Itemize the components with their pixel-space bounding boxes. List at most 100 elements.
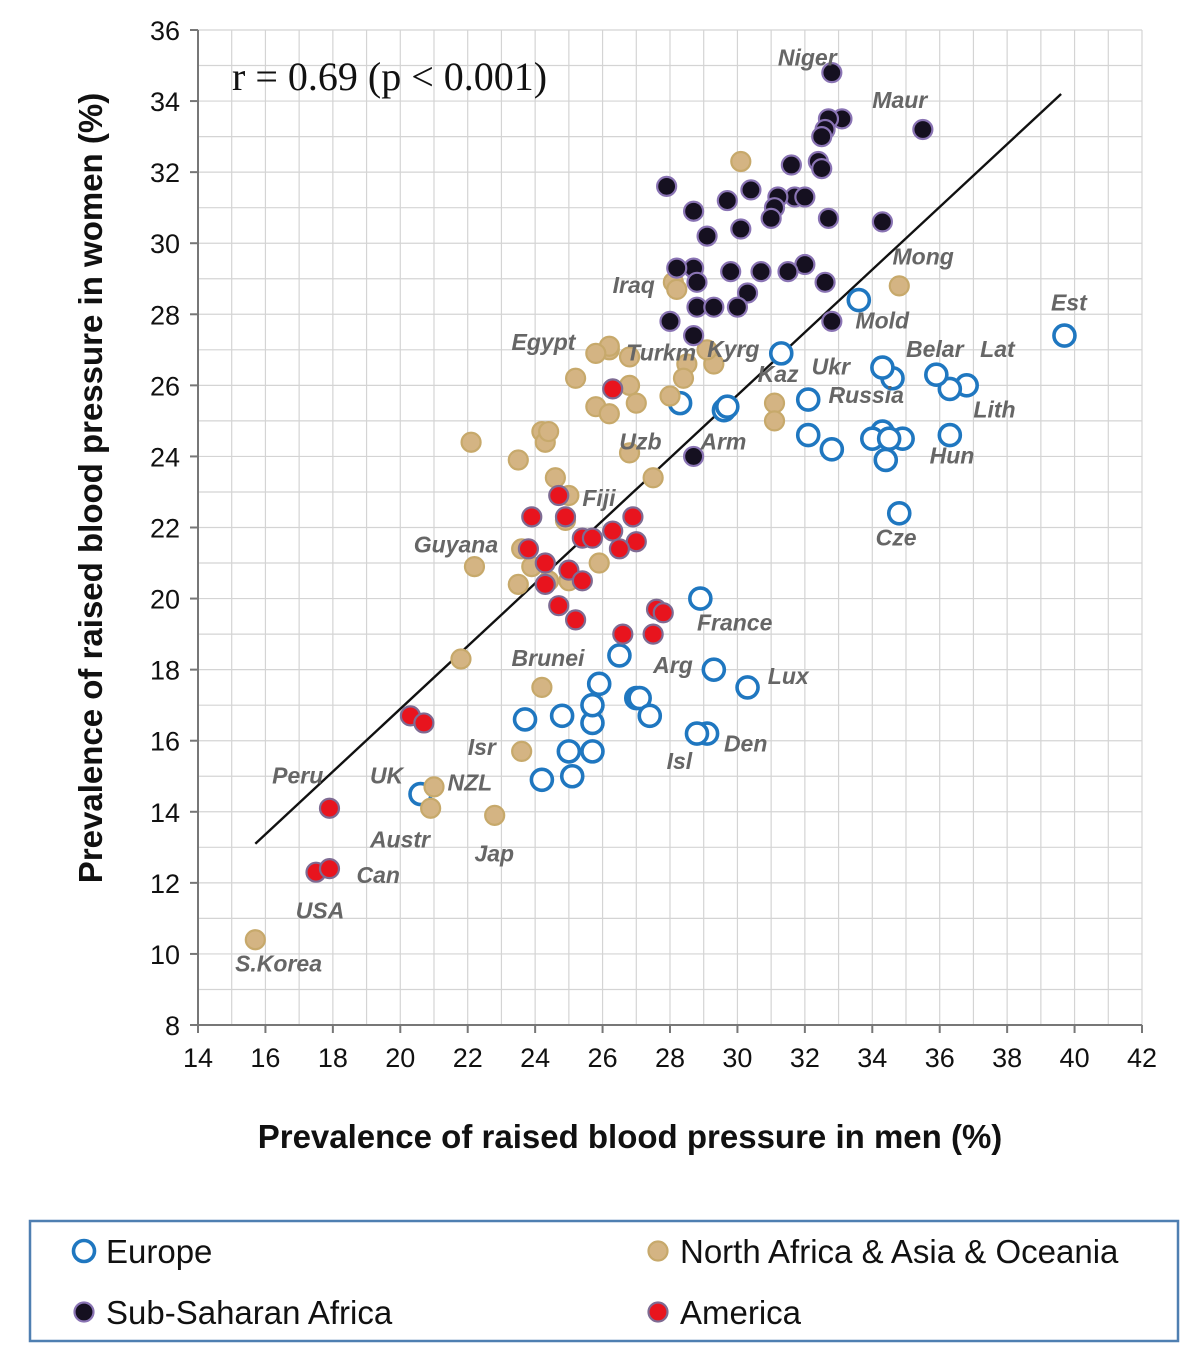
x-tick-label: 32: [790, 1043, 820, 1073]
point-sub-saharan-africa: [720, 261, 742, 283]
point-europe: [607, 643, 632, 668]
point-america: [602, 520, 624, 542]
point-north-africa-asia-oceania: [730, 150, 752, 173]
point-europe: [556, 739, 582, 764]
point-north-africa-asia-oceania: [463, 555, 486, 578]
point-sub-saharan-africa: [750, 261, 772, 283]
y-tick-label: 26: [150, 371, 180, 401]
correlation-annotation: r = 0.69 (p < 0.001): [232, 54, 547, 99]
y-tick-label: 16: [150, 727, 180, 757]
point-america: [581, 527, 604, 549]
point-europe: [870, 355, 895, 380]
point-america: [564, 609, 587, 631]
country-label: Maur: [872, 87, 928, 113]
point-america: [318, 858, 341, 880]
point-america: [413, 712, 435, 734]
y-tick-label: 14: [150, 798, 180, 828]
point-sub-saharan-africa: [760, 207, 782, 229]
country-label: Peru: [272, 762, 323, 788]
point-america: [548, 484, 570, 507]
point-sub-saharan-africa: [696, 225, 718, 247]
point-north-africa-asia-oceania: [564, 367, 587, 389]
point-sub-saharan-africa: [794, 186, 816, 208]
point-north-africa-asia-oceania: [659, 385, 681, 407]
y-tick-label: 8: [165, 1011, 180, 1041]
country-label: Russia: [828, 382, 904, 408]
point-europe: [586, 671, 612, 697]
legend-label-america: America: [680, 1294, 802, 1331]
point-north-africa-asia-oceania: [420, 797, 442, 819]
country-label: Can: [356, 862, 399, 888]
point-north-africa-asia-oceania: [423, 776, 445, 798]
point-sub-saharan-africa: [821, 62, 843, 84]
point-sub-saharan-africa: [682, 445, 705, 468]
x-axis-title: Prevalence of raised blood pressure in m…: [258, 1118, 1003, 1155]
point-north-africa-asia-oceania: [618, 374, 641, 396]
point-europe: [627, 685, 652, 711]
point-europe: [735, 675, 760, 700]
point-north-africa-asia-oceania: [642, 467, 664, 489]
point-sub-saharan-africa: [682, 325, 705, 347]
point-sub-saharan-africa: [871, 211, 894, 233]
legend-label-north-africa-asia-oceania: North Africa & Asia & Oceania: [680, 1233, 1119, 1270]
point-north-africa-asia-oceania: [763, 392, 786, 414]
legend-marker-sub-saharan-africa: [73, 1301, 95, 1323]
x-tick-label: 18: [318, 1043, 348, 1073]
x-tick-label: 30: [722, 1043, 752, 1073]
y-tick-label: 34: [150, 87, 180, 117]
point-america: [318, 797, 341, 819]
country-label: Turkm: [626, 339, 696, 365]
point-europe: [768, 341, 794, 366]
point-sub-saharan-africa: [912, 118, 934, 141]
country-label: Mong: [893, 244, 954, 270]
country-label: USA: [296, 897, 345, 923]
point-sub-saharan-africa: [811, 126, 833, 148]
point-sub-saharan-africa: [736, 282, 759, 304]
point-sub-saharan-africa: [821, 310, 843, 332]
point-sub-saharan-africa: [726, 296, 749, 318]
point-europe: [876, 426, 902, 451]
point-america: [608, 538, 631, 560]
point-north-africa-asia-oceania: [588, 552, 610, 574]
point-america: [534, 552, 556, 574]
country-label: Arg: [652, 652, 693, 678]
point-america: [517, 538, 540, 560]
point-north-africa-asia-oceania: [696, 339, 718, 361]
country-label: Egypt: [512, 329, 577, 355]
country-label: Cze: [876, 524, 917, 550]
point-europe: [512, 707, 538, 732]
point-sub-saharan-africa: [656, 175, 678, 197]
point-europe: [580, 692, 605, 718]
x-tick-label: 36: [925, 1043, 955, 1073]
y-tick-label: 12: [150, 869, 180, 899]
country-label: Arm: [699, 428, 746, 454]
country-label: Kyrg: [707, 336, 759, 362]
point-europe: [559, 763, 585, 789]
point-north-africa-asia-oceania: [763, 410, 786, 432]
x-tick-label: 28: [655, 1043, 685, 1073]
point-sub-saharan-africa: [666, 257, 688, 279]
country-label: Iraq: [613, 272, 655, 298]
x-tick-label: 24: [520, 1043, 550, 1073]
country-label: Mold: [855, 308, 910, 334]
x-tick-label: 14: [183, 1043, 213, 1073]
country-label: Brunei: [512, 645, 585, 671]
point-sub-saharan-africa: [780, 154, 802, 176]
x-tick-label: 38: [992, 1043, 1022, 1073]
point-north-africa-asia-oceania: [544, 467, 566, 489]
point-europe: [580, 739, 605, 764]
country-label: Austr: [369, 826, 431, 852]
point-europe: [937, 422, 963, 448]
country-label: Isl: [667, 748, 693, 774]
legend-label-sub-saharan-africa: Sub-Saharan Africa: [106, 1294, 393, 1331]
country-label: Kaz: [758, 361, 799, 387]
y-tick-label: 30: [150, 229, 180, 259]
country-label: Isr: [468, 734, 497, 760]
point-europe: [924, 362, 949, 387]
point-sub-saharan-africa: [682, 200, 705, 222]
country-label: S.Korea: [235, 951, 322, 977]
point-europe: [873, 447, 899, 473]
point-europe: [701, 657, 727, 682]
point-europe: [529, 767, 555, 793]
